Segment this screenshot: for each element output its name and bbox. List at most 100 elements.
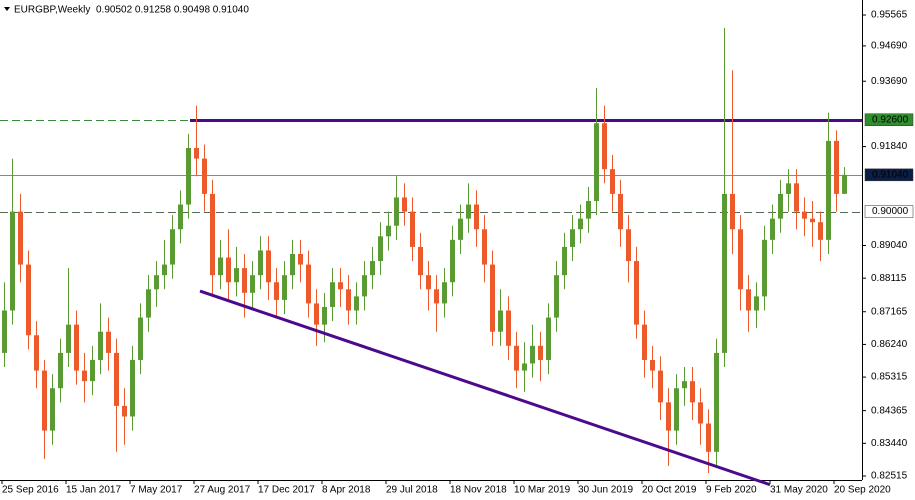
candle-body: [26, 264, 31, 336]
menu-arrow[interactable]: [4, 7, 10, 11]
candle-body: [682, 381, 687, 389]
candle-body: [50, 388, 55, 431]
candle-body: [322, 306, 327, 325]
candle-body: [642, 324, 647, 360]
y-tick-label: 0.86240: [871, 339, 908, 350]
candle-body: [34, 335, 39, 371]
candle-body: [418, 246, 423, 276]
level-label: 0.91040: [872, 169, 909, 180]
x-tick-label: 20 Oct 2019: [642, 485, 697, 496]
candle-body: [282, 275, 287, 300]
candle-body: [130, 359, 135, 417]
candle-body: [650, 359, 655, 371]
candle-body: [170, 229, 175, 265]
candle-body: [610, 169, 615, 194]
y-tick-label: 0.83440: [871, 438, 908, 449]
x-tick-label: 8 Apr 2018: [322, 485, 371, 496]
candle-body: [802, 211, 807, 219]
candle-body: [794, 183, 799, 212]
candle-body: [298, 253, 303, 265]
candle-body: [2, 310, 7, 353]
candle-body: [634, 261, 639, 325]
candle-body: [306, 264, 311, 304]
candle-body: [242, 268, 247, 293]
level-label: 0.92600: [872, 114, 909, 125]
x-tick-label: 17 Dec 2017: [258, 485, 315, 496]
x-tick-label: 10 Mar 2019: [514, 485, 571, 496]
candle-body: [674, 388, 679, 431]
candle-body: [370, 261, 375, 276]
candle-body: [138, 317, 143, 360]
candle-body: [658, 370, 663, 403]
candle-body: [354, 296, 359, 311]
candle-body: [786, 183, 791, 194]
symbol: EURGBP,Weekly: [14, 5, 90, 16]
x-tick-label: 18 Nov 2018: [450, 485, 507, 496]
candle-body: [74, 324, 79, 371]
candle-body: [522, 363, 527, 371]
candle-body: [330, 282, 335, 307]
candle-body: [274, 282, 279, 300]
candle-body: [154, 275, 159, 290]
candle-body: [210, 193, 215, 276]
candle-body: [594, 123, 599, 201]
candle-body: [570, 229, 575, 247]
candle-body: [778, 193, 783, 219]
candle-body: [186, 147, 191, 205]
candle-body: [258, 250, 263, 276]
candle-body: [826, 140, 831, 240]
candle-body: [442, 282, 447, 304]
candle-body: [42, 370, 47, 431]
candle-body: [538, 345, 543, 360]
candle-body: [266, 250, 271, 283]
y-tick-label: 0.85315: [871, 372, 908, 383]
x-tick-label: 30 Jun 2019: [578, 485, 633, 496]
candle-body: [410, 211, 415, 247]
candle-body: [18, 211, 23, 265]
candle-body: [386, 225, 391, 237]
candle-body: [618, 193, 623, 230]
level-label-box: [864, 168, 914, 182]
x-tick-label: 15 Jan 2017: [66, 485, 121, 496]
quote: 0.90502 0.91258 0.90498 0.91040: [96, 5, 249, 16]
candle-body: [586, 200, 591, 219]
candle-body: [546, 317, 551, 360]
candle-body: [106, 331, 111, 353]
candle-body: [490, 264, 495, 332]
candle-body: [466, 204, 471, 219]
candle-body: [434, 289, 439, 304]
candle-body: [450, 239, 455, 283]
candle-body: [202, 158, 207, 194]
candle-body: [770, 218, 775, 240]
x-tick-label: 27 Aug 2017: [194, 485, 251, 496]
candle-body: [122, 405, 127, 417]
candle-body: [402, 197, 407, 212]
candle-body: [722, 193, 727, 353]
trendline: [199, 289, 771, 487]
candle-body: [426, 275, 431, 290]
y-tick-label: 0.89040: [871, 240, 908, 251]
candle-body: [362, 275, 367, 297]
candle-body: [834, 140, 839, 194]
level-label-box: [864, 205, 914, 218]
x-tick-label: 9 Feb 2020: [706, 485, 757, 496]
candle-body: [378, 236, 383, 262]
candle-body: [514, 345, 519, 371]
y-tick-label: 0.93690: [871, 76, 908, 87]
candle-body: [738, 229, 743, 290]
candle-body: [346, 289, 351, 311]
x-tick-label: 7 May 2017: [130, 485, 183, 496]
candle-body: [338, 282, 343, 290]
candle-body: [746, 289, 751, 311]
candle-body: [250, 275, 255, 293]
candle-body: [482, 229, 487, 265]
candle-body: [314, 303, 319, 325]
candle-body: [554, 275, 559, 318]
candle-body: [90, 359, 95, 382]
candle-body: [626, 229, 631, 262]
x-tick-label: 20 Sep 2020: [834, 485, 891, 496]
candle-body: [114, 352, 119, 406]
y-tick-label: 0.91840: [871, 141, 908, 152]
x-tick-label: 31 May 2020: [770, 485, 828, 496]
y-tick-label: 0.95565: [871, 10, 908, 21]
